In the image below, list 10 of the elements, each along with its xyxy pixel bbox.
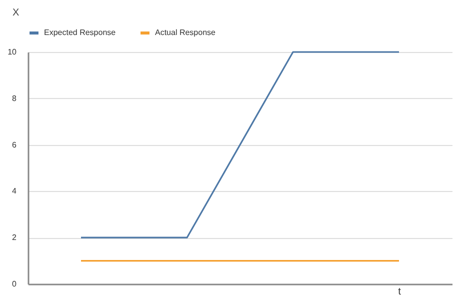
y-axis-title: X — [12, 8, 20, 18]
legend-label: Actual Response — [155, 28, 216, 37]
y-tick-label: 6 — [12, 140, 18, 150]
y-tick-label: 10 — [8, 48, 18, 56]
y-tick-label: 2 — [12, 233, 18, 242]
legend-label: Expected Response — [44, 28, 116, 37]
x-axis-title: t — [398, 286, 402, 298]
y-tick-label: 4 — [12, 186, 18, 196]
y-tick-label: 8 — [12, 94, 18, 103]
y-tick-label: 0 — [12, 280, 18, 288]
